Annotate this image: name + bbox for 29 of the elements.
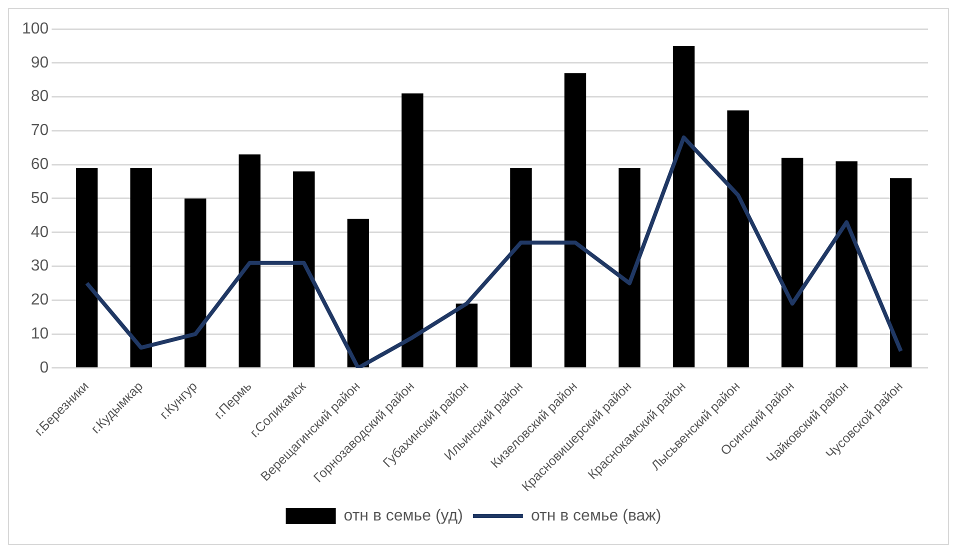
y-tick-label: 20 (30, 292, 49, 309)
y-tick-label: 90 (30, 54, 49, 72)
bar (347, 218, 370, 368)
y-tick-label: 80 (30, 88, 49, 106)
y-tick-label: 60 (30, 156, 49, 174)
bar (238, 154, 260, 368)
y-tick-label: 50 (30, 190, 49, 207)
bar (781, 158, 804, 368)
bar (456, 304, 478, 368)
y-tick-label: 30 (30, 258, 49, 275)
y-tick-label: 70 (30, 122, 49, 140)
bar (564, 73, 586, 368)
y-tick-label: 100 (22, 20, 49, 38)
bar (836, 161, 858, 368)
y-tick-label: 40 (30, 224, 49, 241)
y-tick-label: 10 (30, 326, 49, 343)
bar (510, 168, 532, 368)
bar (184, 198, 206, 368)
legend-label: отн в семье (уд) (344, 507, 463, 524)
bar (618, 168, 640, 368)
bar (727, 110, 749, 368)
bar (130, 168, 152, 368)
bar (402, 93, 424, 368)
y-tick-label: 0 (40, 359, 49, 376)
bar (890, 178, 912, 368)
bar (293, 171, 315, 368)
bar (76, 168, 98, 368)
legend-label: отн в семье (важ) (530, 507, 662, 524)
bar (672, 46, 695, 368)
